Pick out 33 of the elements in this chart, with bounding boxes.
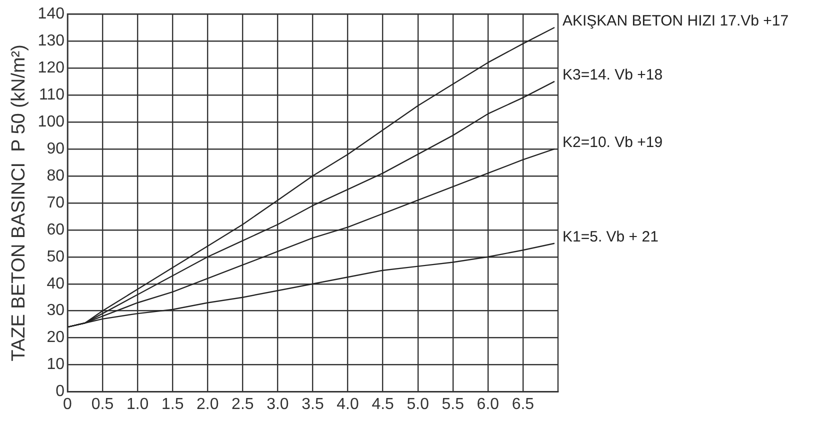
series-label: AKIŞKAN BETON HIZI 17.Vb +17	[562, 12, 789, 30]
y-tick-label: 40	[46, 275, 65, 292]
series-label: K1=5. Vb + 21	[562, 228, 658, 246]
x-tick-label: 4.0	[336, 396, 359, 413]
y-tick-label: 110	[38, 86, 65, 104]
x-tick-label: 0.5	[91, 396, 114, 413]
x-tick-label: 6.0	[476, 396, 500, 413]
x-tick-label: 1.5	[161, 396, 184, 413]
x-tick-label: 3.5	[302, 396, 324, 413]
series-label: K2=10. Vb +19	[562, 134, 663, 152]
y-axis-title: TAZE BETON BASINCI P 50 (kN/m²)	[8, 44, 30, 362]
y-tick-label: 0	[56, 383, 65, 400]
x-tick-label: 1.0	[126, 396, 149, 413]
y-tick-label: 70	[46, 194, 65, 212]
x-tick-label: 5.5	[442, 396, 464, 413]
x-tick-label: 6.5	[512, 396, 534, 413]
y-tick-label: 80	[46, 167, 65, 184]
x-tick-label: 5.0	[406, 396, 430, 413]
x-tick-label: 4.5	[372, 396, 394, 413]
y-tick-label: 30	[46, 302, 65, 320]
y-tick-label: 90	[46, 140, 65, 158]
y-tick-label: 50	[46, 248, 65, 266]
y-tick-label: 20	[46, 329, 65, 346]
series-label: K3=14. Vb +18	[562, 66, 663, 84]
x-tick-label: 3.0	[266, 396, 289, 413]
y-tick-label: 100	[38, 113, 65, 130]
y-tick-label: 60	[46, 221, 65, 238]
y-tick-label: 120	[38, 59, 65, 76]
y-tick-label: 140	[38, 5, 65, 22]
y-tick-label: 10	[46, 356, 65, 374]
y-tick-label: 130	[38, 32, 65, 50]
x-tick-label: 2.5	[232, 396, 254, 413]
x-tick-label: 2.0	[196, 396, 219, 413]
